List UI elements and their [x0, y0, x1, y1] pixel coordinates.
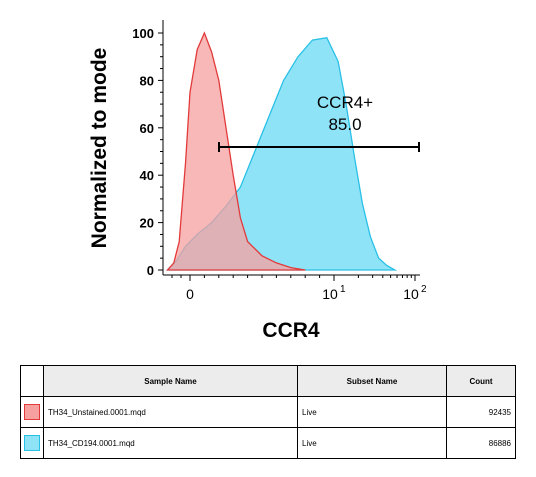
x-tick-label: 10: [322, 286, 338, 302]
series-area-0: [166, 31, 306, 271]
y-tick-label: 40: [140, 168, 154, 183]
y-axis-label: Normalized to mode: [88, 48, 111, 249]
x-tick-exponent: 2: [421, 284, 427, 295]
gate-value: 85.0: [328, 115, 361, 134]
y-tick-label: 20: [140, 216, 154, 231]
legend-sample-name: TH34_CD194.0001.mqd: [43, 427, 298, 459]
legend-header-subset: Subset Name: [297, 365, 447, 397]
legend-table: Sample Name Subset Name Count TH34_Unsta…: [20, 365, 516, 459]
legend-subset-name: Live: [297, 396, 447, 428]
legend-subset-name: Live: [297, 427, 447, 459]
y-tick-label: 80: [140, 73, 154, 88]
legend-row-unstained: TH34_Unstained.0001.mqd Live 92435: [20, 396, 516, 428]
x-tick-label: 0: [186, 286, 194, 302]
x-tick-exponent: 1: [340, 284, 346, 295]
legend-sample-name: TH34_Unstained.0001.mqd: [43, 396, 298, 428]
legend-header-sample: Sample Name: [43, 365, 298, 397]
y-tick-label: 60: [140, 121, 154, 136]
legend-header-row: Sample Name Subset Name Count: [20, 365, 516, 397]
gate-name: CCR4+: [317, 93, 373, 112]
y-tick-label: 100: [132, 26, 154, 41]
legend-count: 86886: [446, 427, 516, 459]
legend-header-blank: [20, 365, 44, 397]
legend-header-count: Count: [446, 365, 516, 397]
legend-count: 92435: [446, 396, 516, 428]
legend-swatch-red: [24, 404, 40, 420]
x-axis-label: CCR4: [262, 319, 319, 342]
legend-swatch-cyan: [24, 435, 40, 451]
x-tick-label: 10: [403, 286, 419, 302]
legend-row-cd194: TH34_CD194.0001.mqd Live 86886: [20, 427, 516, 459]
y-tick-label: 0: [147, 263, 154, 278]
